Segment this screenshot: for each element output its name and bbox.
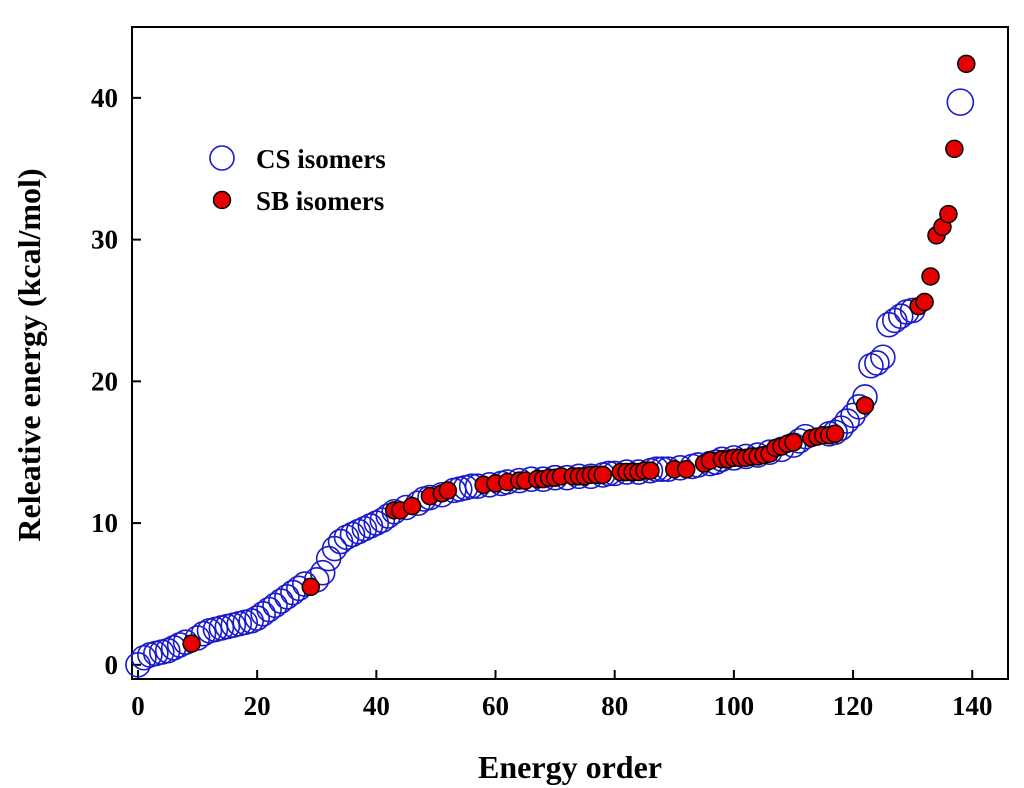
cs-isomer-point (351, 515, 378, 542)
cs-isomer-point (946, 88, 975, 116)
cs-isomer-point (309, 559, 336, 586)
series-cs-isomers (125, 88, 975, 678)
cs-isomer-point (339, 521, 366, 548)
y-tick-label: 20 (91, 366, 118, 396)
x-tick-label: 0 (131, 691, 145, 721)
sb-isomer-point (915, 292, 934, 312)
legend-label-cs: CS isomers (256, 144, 386, 174)
sb-isomer-point (641, 461, 660, 480)
cs-isomer-point (190, 620, 217, 647)
y-axis: 0 10 20 30 40 (91, 83, 141, 680)
sb-isomer-point (855, 396, 875, 415)
sb-isomer-point (182, 634, 201, 653)
plot-frame (131, 26, 1009, 680)
cs-isomer-point (333, 524, 360, 551)
y-tick-label: 40 (91, 83, 118, 113)
legend-marker-sb (212, 190, 232, 210)
x-tick-label: 140 (952, 691, 993, 721)
x-tick-label: 100 (714, 691, 755, 721)
sb-isomer-point (676, 459, 696, 479)
sb-isomer-point (921, 267, 940, 286)
cs-isomer-point (864, 350, 890, 376)
legend: CS isomers SB isomers (209, 144, 386, 216)
x-tick-label: 60 (482, 691, 509, 721)
sb-isomer-point (438, 481, 458, 500)
sb-isomer-point (957, 54, 976, 74)
x-tick-label: 120 (833, 691, 874, 721)
y-axis-title: Releative energy (kcal/mol) (11, 168, 47, 541)
series-sb-isomers (182, 54, 976, 653)
y-tick-label: 30 (91, 225, 118, 255)
cs-isomer-point (887, 303, 914, 329)
y-tick-label: 10 (91, 508, 118, 538)
legend-marker-cs (209, 145, 235, 171)
cs-isomer-point (131, 644, 157, 671)
y-tick-label: 0 (105, 650, 119, 680)
x-tick-label: 20 (244, 691, 271, 721)
legend-label-sb: SB isomers (256, 186, 384, 216)
x-axis-title: Energy order (478, 749, 662, 785)
sb-isomer-point (784, 433, 803, 452)
sb-isomer-point (939, 204, 958, 224)
x-axis: 0 20 40 60 80 100 120 140 (131, 670, 992, 721)
cs-isomer-point (840, 402, 866, 429)
sb-isomer-point (825, 424, 845, 444)
x-tick-label: 80 (601, 691, 628, 721)
cs-isomer-point (870, 344, 896, 371)
x-tick-label: 40 (363, 691, 390, 721)
sb-isomer-point (945, 139, 964, 159)
cs-isomer-point (345, 518, 372, 545)
sb-isomer-point (402, 496, 422, 516)
sb-isomer-point (593, 465, 613, 485)
sb-isomer-point (301, 577, 321, 597)
cs-isomer-point (154, 637, 181, 664)
